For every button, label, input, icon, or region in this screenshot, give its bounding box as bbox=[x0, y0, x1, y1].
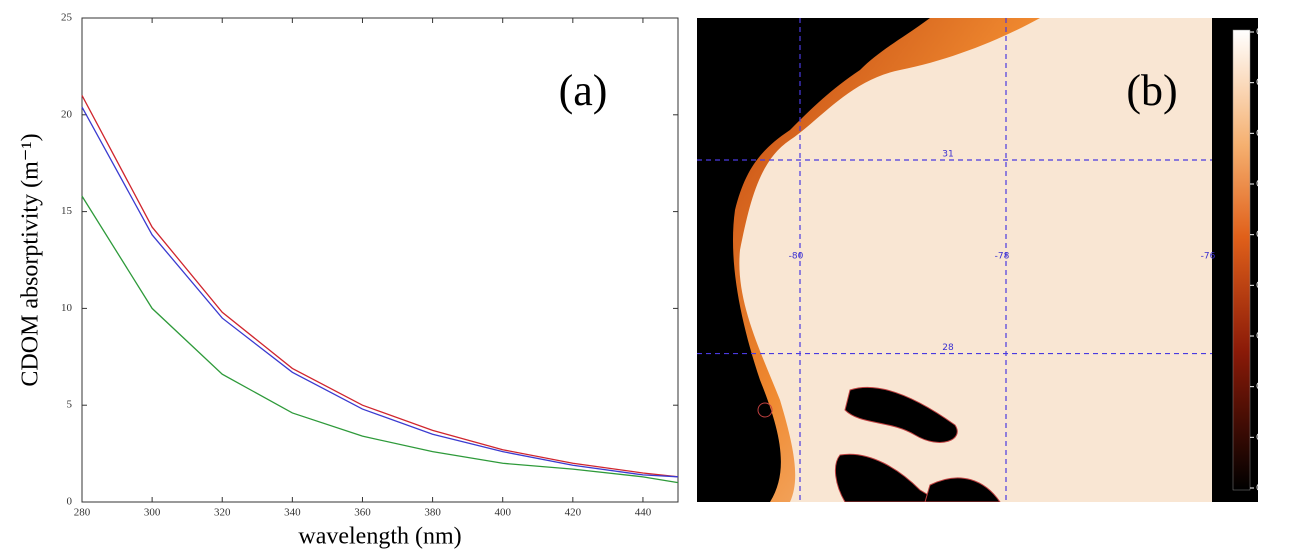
y-tick-label: 5 bbox=[67, 399, 73, 411]
panel-b: (b) 28 31 -80 -78 -76 0.028 0.026 0.024 0.022 0.0… bbox=[697, 18, 1282, 502]
panel-label: (a) bbox=[559, 66, 608, 115]
x-tick-label: 320 bbox=[214, 507, 231, 519]
x-tick-label: 400 bbox=[494, 507, 511, 519]
lon-label: -80 bbox=[789, 252, 804, 262]
panel-label: (b) bbox=[1126, 66, 1177, 115]
lon-label: -76 bbox=[1201, 252, 1216, 262]
plot-frame bbox=[81, 17, 679, 503]
x-tick-label: 440 bbox=[635, 507, 652, 519]
colorbar-tick-label: 0.024 bbox=[1256, 129, 1282, 139]
data-line bbox=[81, 195, 679, 484]
x-tick-label: 380 bbox=[424, 507, 441, 519]
colorbar bbox=[1232, 29, 1251, 491]
colorbar-tick-label: 0.01 bbox=[1256, 484, 1276, 494]
colorbar-tick-label: 0.026 bbox=[1256, 78, 1282, 88]
x-axis-label: wavelength (nm) bbox=[298, 524, 461, 550]
lat-label: 28 bbox=[942, 343, 954, 353]
colorbar-tick-label: 0.028 bbox=[1256, 28, 1282, 38]
lat-label: 31 bbox=[942, 149, 953, 159]
y-axis-label: CDOM absorptivity (m⁻¹) bbox=[18, 133, 44, 386]
colorbar-tick-label: 0.016 bbox=[1256, 332, 1282, 342]
data-line bbox=[81, 106, 679, 478]
colorbar-tick-label: 0.022 bbox=[1256, 180, 1282, 190]
colorbar-tick-label: 0.012 bbox=[1256, 433, 1282, 443]
y-tick-label: 15 bbox=[61, 205, 73, 217]
y-tick-label: 20 bbox=[61, 108, 73, 120]
map-image bbox=[697, 18, 1212, 502]
colorbar-tick-label: 0.018 bbox=[1256, 281, 1282, 291]
y-tick-label: 10 bbox=[61, 302, 73, 314]
x-tick-label: 420 bbox=[565, 507, 582, 519]
colorbar-tick-label: 0.014 bbox=[1256, 382, 1282, 392]
x-tick-label: 280 bbox=[74, 507, 91, 519]
x-tick-label: 360 bbox=[354, 507, 371, 519]
colorbar-tick-label: 0.02 bbox=[1256, 230, 1276, 240]
lon-label: -78 bbox=[995, 252, 1010, 262]
y-tick-label: 0 bbox=[67, 496, 73, 508]
y-tick-label: 25 bbox=[61, 12, 73, 24]
data-line bbox=[81, 95, 679, 478]
x-tick-label: 300 bbox=[144, 507, 161, 519]
panel-a: (a) wavelength (nm) CDOM absorptivity (m… bbox=[18, 12, 679, 550]
x-tick-label: 340 bbox=[284, 507, 301, 519]
